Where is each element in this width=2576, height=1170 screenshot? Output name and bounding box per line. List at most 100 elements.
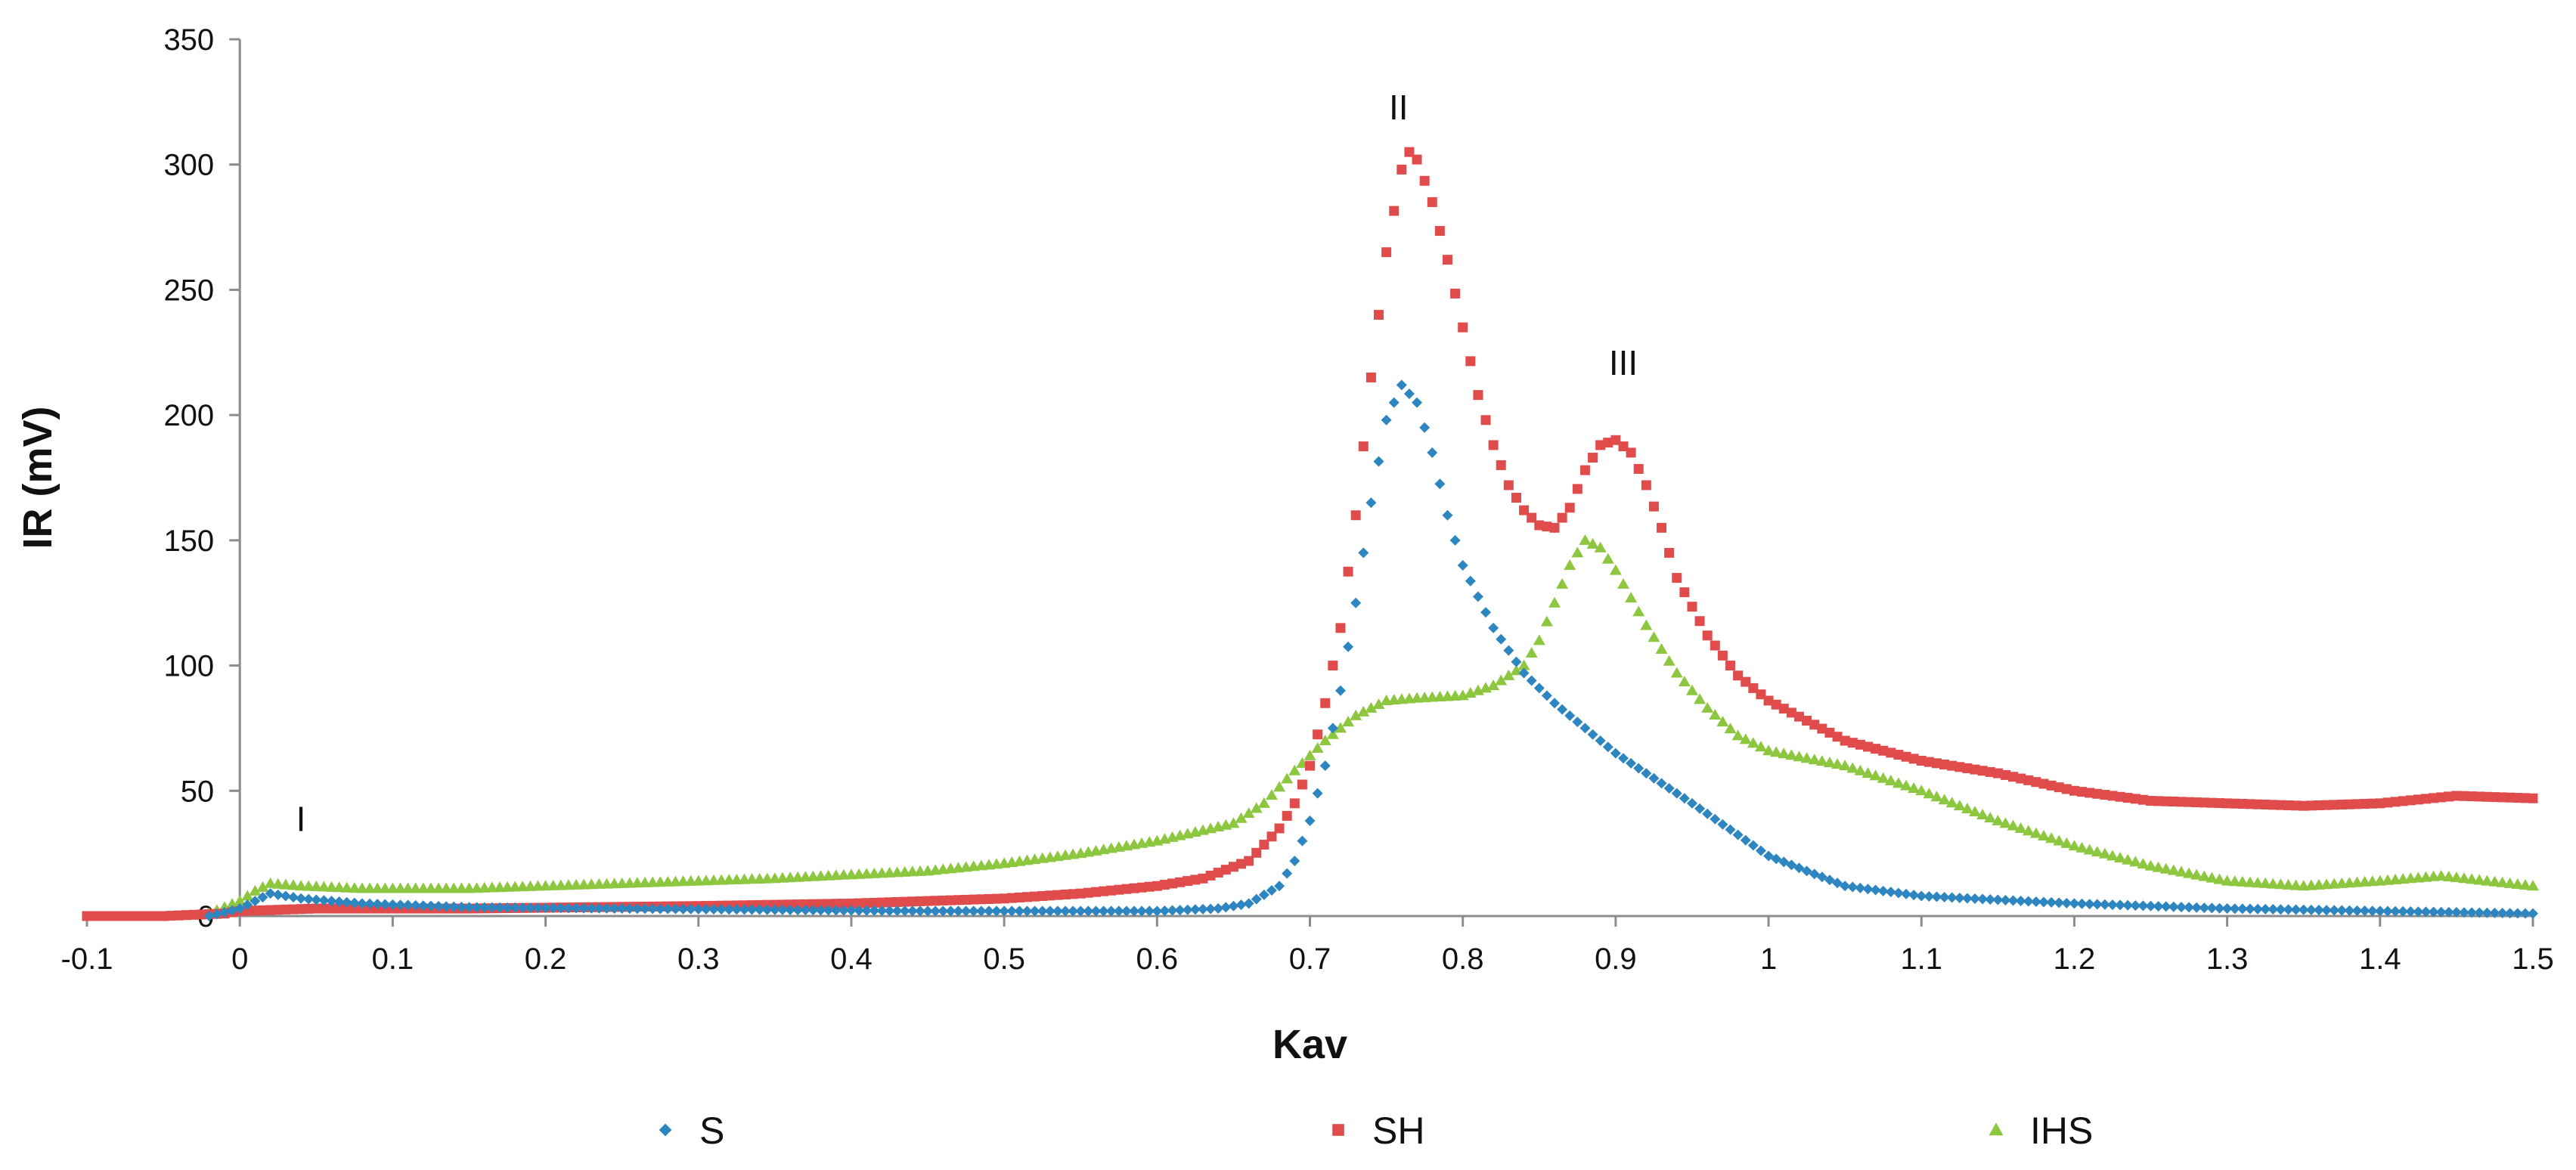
data-point-ihs	[2167, 864, 2180, 875]
data-point-s	[364, 898, 376, 909]
data-point-s	[2015, 895, 2026, 906]
data-point-ihs	[401, 882, 414, 893]
data-point-ihs	[1250, 802, 1263, 813]
data-point-s	[318, 895, 330, 906]
data-point-ihs	[364, 882, 377, 893]
data-point-sh	[1672, 573, 1682, 583]
data-point-s	[2076, 898, 2088, 909]
legend-label-sh: SH	[1372, 1110, 1424, 1152]
data-point-s	[2160, 901, 2171, 912]
data-point-s	[1786, 859, 1797, 871]
data-point-sh	[1228, 862, 1238, 872]
data-point-ihs	[1953, 800, 1966, 811]
data-point-s	[2504, 908, 2516, 919]
data-point-sh	[1618, 441, 1629, 452]
data-point-s	[1068, 905, 1079, 917]
data-point-ihs	[1281, 772, 1294, 784]
data-point-sh	[892, 896, 903, 907]
data-point-sh	[1603, 438, 1613, 448]
data-point-ihs	[302, 880, 315, 891]
data-point-s	[1961, 893, 1973, 904]
data-point-sh	[999, 893, 1009, 904]
data-point-sh	[1404, 147, 1415, 157]
series-layer	[82, 147, 2539, 921]
data-point-sh	[2481, 791, 2492, 802]
data-point-s	[1121, 905, 1132, 917]
data-point-ihs	[1288, 764, 1301, 775]
data-point-sh	[273, 905, 284, 915]
legend: S SH IHS	[659, 1110, 2093, 1152]
data-point-s	[1472, 591, 1483, 602]
data-point-sh	[1442, 255, 1452, 265]
data-point-ihs	[234, 895, 246, 906]
data-point-sh	[2306, 800, 2317, 811]
data-point-s	[387, 899, 398, 910]
data-point-s	[754, 904, 765, 915]
data-point-sh	[846, 898, 857, 908]
data-point-ihs	[2175, 865, 2187, 877]
data-point-ihs	[1915, 785, 1928, 796]
data-point-sh	[2191, 797, 2202, 808]
data-point-s	[2283, 904, 2294, 915]
data-point-s	[303, 893, 315, 905]
data-point-ihs	[1800, 752, 1813, 763]
data-point-ihs	[2289, 879, 2302, 890]
data-point-s	[631, 903, 643, 915]
data-point-sh	[1045, 890, 1056, 901]
data-point-ihs	[1969, 806, 1982, 817]
data-point-sh	[2367, 798, 2378, 809]
data-point-ihs	[2029, 827, 2042, 838]
data-point-ihs	[1334, 722, 1347, 733]
data-point-ihs	[1617, 577, 1629, 589]
data-point-s	[624, 903, 635, 915]
data-point-sh	[1871, 744, 1881, 754]
data-point-sh	[2390, 797, 2401, 807]
data-point-s	[2252, 903, 2264, 915]
data-point-s	[845, 905, 857, 916]
data-point-sh	[1205, 870, 1216, 881]
data-point-sh	[907, 896, 918, 907]
data-point-s	[1266, 885, 1277, 896]
data-point-ihs	[2014, 822, 2027, 833]
data-point-sh	[2008, 772, 2019, 782]
data-point-sh	[2466, 791, 2477, 802]
data-point-s	[1427, 447, 1438, 458]
data-point-sh	[1931, 758, 1942, 769]
x-tick-label: 0	[231, 942, 248, 976]
data-point-sh	[1610, 435, 1621, 445]
data-point-sh	[281, 904, 291, 915]
data-point-s	[2367, 905, 2378, 917]
data-point-sh	[2375, 798, 2385, 809]
data-point-s	[2336, 905, 2348, 916]
data-point-sh	[2230, 798, 2240, 809]
data-point-s	[1396, 379, 1407, 391]
data-point-s	[395, 899, 406, 911]
data-point-ihs	[1754, 741, 1767, 752]
x-axis-title: Kav	[1273, 1022, 1347, 1067]
data-point-ihs	[1908, 782, 1920, 793]
data-point-ihs	[2007, 819, 2020, 831]
data-point-s	[417, 900, 429, 912]
data-point-s	[2244, 903, 2255, 915]
data-point-ihs	[371, 882, 384, 893]
data-point-sh	[288, 904, 299, 915]
data-point-sh	[2451, 791, 2462, 801]
data-point-sh	[1152, 881, 1162, 891]
data-point-sh	[334, 903, 345, 914]
data-point-ihs	[1586, 537, 1599, 549]
data-point-ihs	[241, 890, 254, 901]
data-point-sh	[1389, 206, 1400, 216]
data-point-sh	[839, 899, 849, 909]
data-point-s	[1496, 633, 1507, 645]
data-point-s	[1755, 845, 1766, 856]
data-point-s	[2007, 895, 2019, 906]
data-point-sh	[104, 911, 115, 921]
data-point-sh	[1350, 510, 1361, 521]
data-point-sh	[318, 903, 329, 914]
data-point-s	[2153, 901, 2164, 912]
data-point-sh	[1756, 689, 1766, 700]
data-point-sh	[1297, 779, 1307, 790]
data-point-sh	[1916, 756, 1927, 766]
